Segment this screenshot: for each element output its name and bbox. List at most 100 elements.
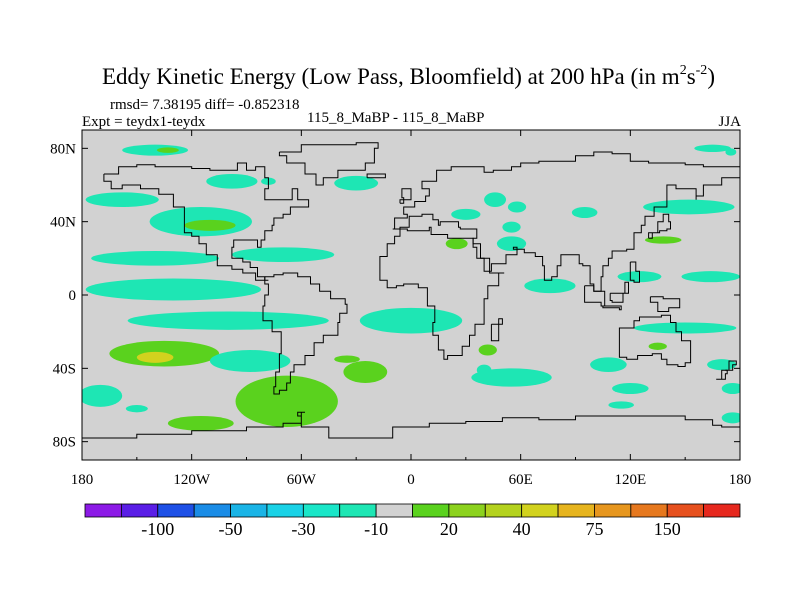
anomaly-region (590, 357, 627, 372)
expt-label: Expt = teydx1-teydx (82, 114, 206, 130)
chart-title-end: ) (707, 64, 715, 89)
colorbar: -100 -50 -30 -10 20 40 75 150 (84, 503, 741, 539)
anomaly-region (571, 207, 598, 218)
coastline-layer (82, 142, 740, 439)
colorbar-box (521, 503, 559, 518)
colorbar-box (193, 503, 231, 518)
anomaly-region (125, 405, 148, 413)
coastline (366, 173, 386, 179)
colorbar-box (302, 503, 341, 518)
colorbar-box (630, 503, 668, 518)
chart-header: Eddy Kinetic Energy (Low Pass, Bloomfiel… (82, 63, 741, 130)
anomaly-region (82, 384, 123, 407)
coastline (399, 188, 412, 204)
colorbar-box (339, 503, 377, 518)
anomaly-region (231, 247, 335, 262)
colorbar-box (666, 503, 705, 518)
anomaly-region (496, 236, 527, 252)
coastline (716, 369, 728, 380)
x-tick-label: 180 (729, 472, 752, 488)
colorbar-label: 40 (513, 519, 531, 539)
anomaly-region (184, 219, 236, 231)
anomaly-region (334, 175, 379, 191)
x-tick-label: 120E (614, 472, 646, 488)
colorbar-label: -50 (219, 519, 243, 539)
anomaly-region (721, 383, 740, 394)
colorbar-box (120, 503, 159, 518)
anomaly-region (156, 147, 179, 153)
chart-title-sup2: -2 (696, 63, 708, 78)
colorbar-label: 20 (440, 519, 458, 539)
coastline (649, 296, 681, 312)
colorbar-box (594, 503, 632, 518)
y-axis: 80N 40N 0 40S 80S (50, 141, 740, 451)
anomaly-region (167, 416, 234, 431)
x-axis: 180 120W 60W 0 60E 120E 180 (71, 130, 752, 488)
chart-title-sup1: 2 (680, 63, 687, 78)
y-tick-label: 80N (50, 141, 76, 157)
center-label: 115_8_MaBP - 115_8_MaBP (307, 110, 485, 126)
anomaly-region (127, 311, 329, 330)
x-tick-label: 0 (407, 472, 415, 488)
colorbar-box (557, 503, 595, 518)
colorbar-box (484, 503, 523, 518)
anomaly-region (502, 221, 521, 233)
x-tick-label: 120W (173, 472, 211, 488)
anomaly-region (471, 368, 552, 387)
anomaly-region (136, 351, 174, 363)
anomaly-region (681, 271, 740, 283)
chart-title-main: Eddy Kinetic Energy (Low Pass, Bloomfiel… (102, 64, 680, 89)
coastline (602, 305, 622, 311)
anomaly-region (85, 278, 262, 301)
anomaly-region (478, 344, 497, 356)
colorbar-box (412, 503, 450, 518)
x-tick-label: 180 (71, 472, 94, 488)
anomaly-region (235, 375, 338, 428)
coastline (490, 318, 503, 342)
x-tick-label: 60E (509, 472, 533, 488)
coastline (618, 314, 692, 367)
colorbar-box (375, 503, 413, 518)
anomaly-region (484, 192, 507, 208)
anomaly-region (85, 192, 159, 208)
coastline (82, 411, 740, 439)
anomaly-region (694, 144, 731, 152)
coastline (262, 272, 348, 395)
colorbar-label: -100 (141, 519, 174, 539)
y-tick-label: 40N (50, 215, 76, 231)
coastline (609, 281, 629, 303)
coastline (648, 213, 671, 239)
anomaly-region (343, 361, 388, 383)
y-tick-label: 40S (53, 361, 76, 377)
colorbar-label: -10 (364, 519, 388, 539)
colorbar-box (266, 503, 304, 518)
anomaly-region (334, 355, 360, 363)
x-tick-label: 60W (287, 472, 317, 488)
colorbar-label: -30 (291, 519, 315, 539)
colorbar-box (84, 503, 122, 518)
colorbar-box (230, 503, 268, 518)
stats-label: rmsd= 7.38195 diff= -0.852318 (110, 97, 300, 113)
anomaly-region (122, 144, 189, 156)
anomaly-region (648, 342, 667, 351)
anomaly-region (206, 174, 258, 189)
colorbar-label: 75 (585, 519, 603, 539)
coastline (278, 142, 379, 186)
anomaly-region (359, 307, 463, 334)
coastline (379, 226, 505, 360)
y-tick-label: 80S (53, 435, 76, 451)
colorbar-box (157, 503, 195, 518)
colorbar-box (703, 503, 741, 518)
chart-title: Eddy Kinetic Energy (Low Pass, Bloomfiel… (102, 63, 715, 89)
anomaly-region (507, 201, 527, 213)
colorbar-label: 150 (654, 519, 681, 539)
anomaly-region (612, 383, 649, 394)
anomaly-region (209, 350, 291, 372)
anomaly-region (721, 412, 740, 424)
anomaly-region (633, 322, 737, 334)
chart-title-mid: s (687, 64, 696, 89)
anomaly-region (445, 238, 468, 250)
anomaly-region (524, 278, 576, 294)
anomaly-region (644, 236, 682, 244)
